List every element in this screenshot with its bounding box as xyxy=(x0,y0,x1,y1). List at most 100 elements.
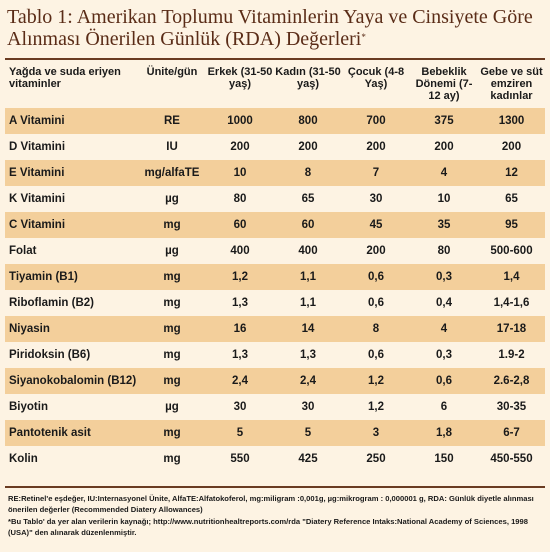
value-cell: 0,4 xyxy=(410,290,478,316)
value-cell: 7 xyxy=(342,160,410,186)
vitamin-name-cell: A Vitamini xyxy=(5,108,138,134)
vitamin-name-cell: E Vitamini xyxy=(5,160,138,186)
value-cell: 1,4-1,6 xyxy=(478,290,545,316)
table-row: E Vitamini mg/alfaTE 10 8 7 4 12 xyxy=(5,160,545,186)
value-cell: 200 xyxy=(410,134,478,160)
value-cell: 500-600 xyxy=(478,238,545,264)
value-cell: 10 xyxy=(206,160,274,186)
value-cell: 800 xyxy=(274,108,342,134)
unit-cell: IU xyxy=(138,134,206,160)
unit-cell: mg xyxy=(138,264,206,290)
table-row: K Vitamini µg 80 65 30 10 65 xyxy=(5,186,545,212)
value-cell: 1000 xyxy=(206,108,274,134)
value-cell: 8 xyxy=(342,316,410,342)
header-cell: Bebeklik Dönemi (7-12 ay) xyxy=(415,66,473,102)
vitamin-name-cell: D Vitamini xyxy=(5,134,138,160)
value-cell: 1,2 xyxy=(342,368,410,394)
value-cell: 4 xyxy=(410,160,478,186)
value-cell: 80 xyxy=(206,186,274,212)
unit-cell: mg xyxy=(138,290,206,316)
vitamin-name-cell: K Vitamini xyxy=(5,186,138,212)
table-row: Biyotin µg 30 30 1,2 6 30-35 xyxy=(5,394,545,420)
value-cell: 375 xyxy=(410,108,478,134)
footnote-source: *Bu Tablo' da yer alan verilerin kaynağı… xyxy=(8,517,528,537)
title-footnote-mark: * xyxy=(361,32,366,42)
table-row: Siyanokobalomin (B12) mg 2,4 2,4 1,2 0,6 2.6-2… xyxy=(5,368,545,394)
table-row: Niyasin mg 16 14 8 4 17-18 xyxy=(5,316,545,342)
value-cell: 60 xyxy=(274,212,342,238)
vitamin-name-cell: Tiyamin (B1) xyxy=(5,264,138,290)
vitamin-rda-table: Yağda ve suda eriyen vitaminler Ünite/gü… xyxy=(5,60,545,472)
title-divider xyxy=(5,58,545,60)
value-cell: 1,3 xyxy=(206,342,274,368)
value-cell: 550 xyxy=(206,446,274,472)
unit-cell: mg xyxy=(138,420,206,446)
vitamin-name-cell: C Vitamini xyxy=(5,212,138,238)
value-cell: 1,4 xyxy=(478,264,545,290)
title-line-1: Tablo 1: Amerikan Toplumu Vitaminlerin Y… xyxy=(7,6,533,28)
title-line-2-text: Alınması Önerilen Günlük (RDA) Değerleri xyxy=(7,28,362,50)
value-cell: 30 xyxy=(206,394,274,420)
value-cell: 80 xyxy=(410,238,478,264)
value-cell: 30 xyxy=(274,394,342,420)
unit-cell: mg xyxy=(138,212,206,238)
footnote-abbreviations: RE:Retinel'e eşdeğer, IU:Internasyonel Ü… xyxy=(8,494,534,514)
vitamin-name-cell: Pantotenik asit xyxy=(5,420,138,446)
footnotes: RE:Retinel'e eşdeğer, IU:Internasyonel Ü… xyxy=(5,486,545,538)
header-cell: Gebe ve süt emziren kadınlar xyxy=(480,66,543,102)
value-cell: 1,8 xyxy=(410,420,478,446)
value-cell: 12 xyxy=(478,160,545,186)
title-line-2: Alınması Önerilen Günlük (RDA) Değerleri… xyxy=(7,28,547,50)
value-cell: 250 xyxy=(342,446,410,472)
value-cell: 4 xyxy=(410,316,478,342)
unit-cell: µg xyxy=(138,186,206,212)
value-cell: 45 xyxy=(342,212,410,238)
value-cell: 150 xyxy=(410,446,478,472)
table-row: C Vitamini mg 60 60 45 35 95 xyxy=(5,212,545,238)
header-cell: Erkek (31-50 yaş) xyxy=(207,66,273,90)
value-cell: 1,2 xyxy=(342,394,410,420)
value-cell: 0,3 xyxy=(410,342,478,368)
unit-cell: µg xyxy=(138,394,206,420)
value-cell: 2,4 xyxy=(274,368,342,394)
vitamin-name-cell: Siyanokobalomin (B12) xyxy=(5,368,138,394)
value-cell: 0,3 xyxy=(410,264,478,290)
unit-cell: mg/alfaTE xyxy=(138,160,206,186)
value-cell: 14 xyxy=(274,316,342,342)
value-cell: 200 xyxy=(274,134,342,160)
value-cell: 200 xyxy=(478,134,545,160)
value-cell: 95 xyxy=(478,212,545,238)
value-cell: 200 xyxy=(342,134,410,160)
vitamin-name-cell: Folat xyxy=(5,238,138,264)
value-cell: 0,6 xyxy=(342,342,410,368)
value-cell: 16 xyxy=(206,316,274,342)
unit-cell: µg xyxy=(138,238,206,264)
value-cell: 6-7 xyxy=(478,420,545,446)
value-cell: 450-550 xyxy=(478,446,545,472)
value-cell: 5 xyxy=(206,420,274,446)
vitamin-name-cell: Piridoksin (B6) xyxy=(5,342,138,368)
value-cell: 0,6 xyxy=(410,368,478,394)
unit-cell: mg xyxy=(138,368,206,394)
value-cell: 2,4 xyxy=(206,368,274,394)
value-cell: 65 xyxy=(478,186,545,212)
value-cell: 8 xyxy=(274,160,342,186)
table-row: Tiyamin (B1) mg 1,2 1,1 0,6 0,3 1,4 xyxy=(5,264,545,290)
value-cell: 2.6-2,8 xyxy=(478,368,545,394)
value-cell: 65 xyxy=(274,186,342,212)
unit-cell: mg xyxy=(138,342,206,368)
vitamin-name-cell: Kolin xyxy=(5,446,138,472)
vitamin-name-cell: Biyotin xyxy=(5,394,138,420)
header-row: Yağda ve suda eriyen vitaminler Ünite/gü… xyxy=(5,60,545,108)
table-body: A Vitamini RE 1000 800 700 375 1300 D Vitamini I… xyxy=(5,108,545,472)
table-row: D Vitamini IU 200 200 200 200 200 xyxy=(5,134,545,160)
value-cell: 1,1 xyxy=(274,290,342,316)
table-row: Folat µg 400 400 200 80 500-600 xyxy=(5,238,545,264)
value-cell: 1,2 xyxy=(206,264,274,290)
value-cell: 0,6 xyxy=(342,264,410,290)
value-cell: 1,3 xyxy=(274,342,342,368)
header-cell: Kadın (31-50 yaş) xyxy=(275,66,341,90)
value-cell: 10 xyxy=(410,186,478,212)
value-cell: 5 xyxy=(274,420,342,446)
